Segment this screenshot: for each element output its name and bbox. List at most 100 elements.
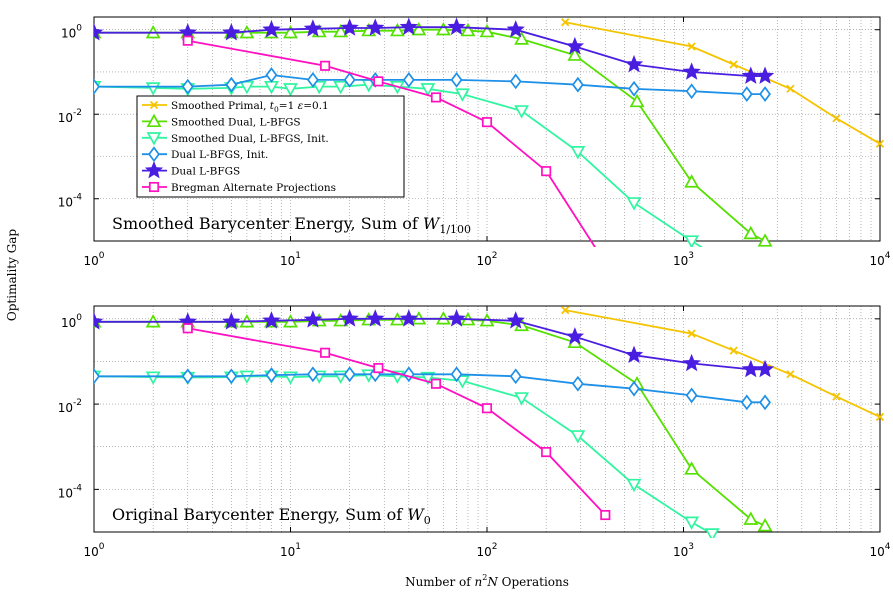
x-tick-exponent: 2 xyxy=(492,251,498,261)
x-axis-label-symbol: N xyxy=(486,575,498,589)
x-axis-label-text: Number of xyxy=(405,575,474,589)
legend-item: Dual L-BFGS, Init. xyxy=(142,146,268,163)
legend-item: Smoothed Primal, t0=1 ε=0.1 xyxy=(142,100,329,114)
legend-label-text: Smoothed Primal, xyxy=(171,100,270,112)
data-point xyxy=(506,311,525,329)
data-point xyxy=(601,259,609,267)
data-point xyxy=(389,22,405,37)
x-tick-base: 10 xyxy=(280,254,295,268)
x-tick-exponent: 3 xyxy=(688,542,694,552)
data-point xyxy=(399,17,418,35)
data-point xyxy=(509,368,522,385)
series-line xyxy=(94,317,766,527)
y-tick-exponent: -4 xyxy=(73,483,82,493)
data-point xyxy=(687,329,696,338)
data-point xyxy=(755,359,775,378)
y-tick-label: 100 xyxy=(61,313,82,330)
x-tick-label: 100 xyxy=(83,542,104,559)
legend-label: Smoothed Dual, L-BFGS xyxy=(171,116,301,128)
series-smoothed-dual xyxy=(94,311,773,532)
legend-item: Smoothed Dual, L-BFGS, Init. xyxy=(142,132,329,146)
x-tick-base: 10 xyxy=(476,254,491,268)
legend-item: Dual L-BFGS xyxy=(142,160,240,179)
data-point xyxy=(729,346,738,355)
data-point xyxy=(402,71,415,88)
data-point xyxy=(624,54,644,73)
data-point xyxy=(333,313,349,327)
data-point xyxy=(684,516,700,530)
annotation-text: Smoothed Barycenter Energy, Sum of xyxy=(112,214,423,233)
y-tick-label: 10-4 xyxy=(58,193,83,210)
y-tick-label: 10-2 xyxy=(58,108,82,125)
legend-label: Bregman Alternate Projections xyxy=(171,182,336,194)
data-point xyxy=(447,309,466,327)
legend-marker xyxy=(146,113,162,128)
x-tick-exponent: 2 xyxy=(492,542,498,552)
x-tick-label: 104 xyxy=(869,251,890,268)
data-point xyxy=(743,225,759,240)
data-point xyxy=(628,80,640,97)
x-tick-label: 103 xyxy=(673,251,694,268)
data-point xyxy=(320,347,331,358)
legend-marker xyxy=(148,146,160,163)
data-point xyxy=(340,309,359,327)
data-point xyxy=(283,24,298,39)
y-tick-label: 10-2 xyxy=(58,398,82,415)
y-tick-label: 10-4 xyxy=(58,483,83,500)
x-tick-label: 103 xyxy=(673,542,694,559)
data-point xyxy=(420,83,436,97)
x-axis-label-symbol: n xyxy=(474,575,482,589)
y-tick-base: 10 xyxy=(58,486,73,500)
data-point xyxy=(262,20,281,38)
data-point xyxy=(145,371,161,385)
x-tick-exponent: 1 xyxy=(295,542,301,552)
data-point xyxy=(687,42,696,51)
data-point xyxy=(435,21,451,36)
y-tick-exponent: -4 xyxy=(73,193,82,203)
data-point xyxy=(182,323,193,334)
data-point xyxy=(303,19,323,37)
grid-lines xyxy=(94,306,880,533)
data-point xyxy=(685,387,698,404)
x-tick-exponent: 3 xyxy=(688,251,694,261)
data-point xyxy=(343,71,356,88)
data-point xyxy=(479,23,495,38)
data-point xyxy=(239,370,255,385)
legend-marker xyxy=(148,181,160,193)
panel-annotation: Original Barycenter Energy, Sum of W0 xyxy=(112,505,431,527)
legend-label: Smoothed Dual, L-BFGS, Init. xyxy=(171,133,329,145)
data-point xyxy=(481,117,493,128)
data-point xyxy=(570,430,586,444)
x-tick-exponent: 1 xyxy=(295,251,301,261)
series-group xyxy=(94,305,885,538)
data-point xyxy=(450,366,463,383)
data-point xyxy=(875,139,885,148)
data-point xyxy=(682,62,701,80)
data-point xyxy=(759,394,771,411)
data-point xyxy=(399,309,418,327)
x-tick-exponent: 4 xyxy=(885,251,891,261)
data-point xyxy=(740,394,753,411)
data-point xyxy=(514,392,530,406)
data-point xyxy=(628,380,640,397)
x-tick-base: 10 xyxy=(83,545,98,559)
y-axis-label: Optimality Gap xyxy=(5,229,19,322)
legend-label-symbol: ε xyxy=(298,100,304,112)
data-point xyxy=(430,378,442,389)
legend-item: Smoothed Dual, L-BFGS xyxy=(142,113,301,128)
x-tick-exponent: 0 xyxy=(99,542,105,552)
data-point xyxy=(741,359,760,378)
y-tick-base: 10 xyxy=(58,111,73,125)
series-line xyxy=(94,26,765,77)
x-axis-label-superscript: 2 xyxy=(482,573,487,582)
data-point xyxy=(373,76,384,87)
data-point xyxy=(420,371,436,386)
data-point xyxy=(262,311,281,329)
data-point xyxy=(729,60,738,69)
data-point xyxy=(333,23,349,38)
data-point xyxy=(311,80,327,95)
data-point xyxy=(447,17,466,35)
y-tick-exponent: -2 xyxy=(73,108,82,118)
series-dual xyxy=(94,309,775,378)
